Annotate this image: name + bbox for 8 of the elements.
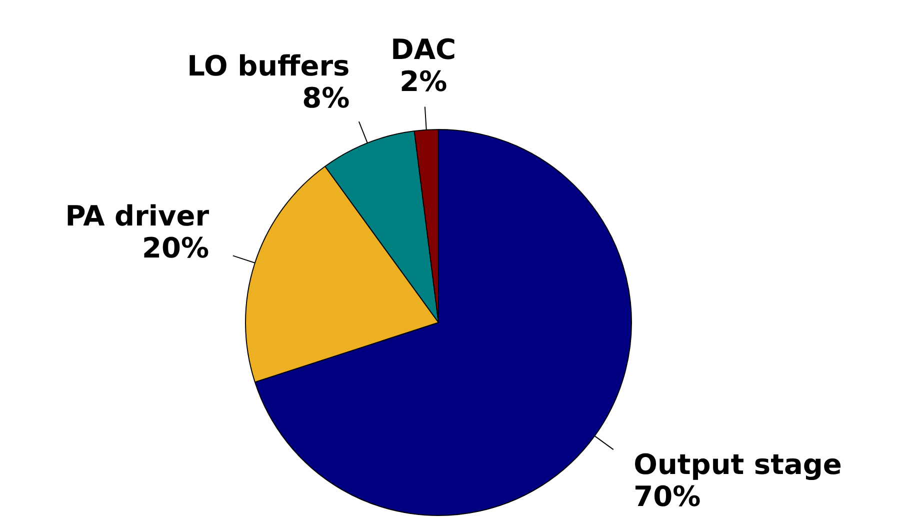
slice-label: Output stage [634,448,842,481]
data-label: 70% [634,480,701,513]
slice-label: DAC [390,33,456,66]
slice-label: PA driver [65,199,210,232]
data-label: 20% [142,231,210,264]
data-label: 8% [302,82,350,115]
data-label: 2% [400,65,448,98]
slice-label: LO buffers [187,50,350,83]
